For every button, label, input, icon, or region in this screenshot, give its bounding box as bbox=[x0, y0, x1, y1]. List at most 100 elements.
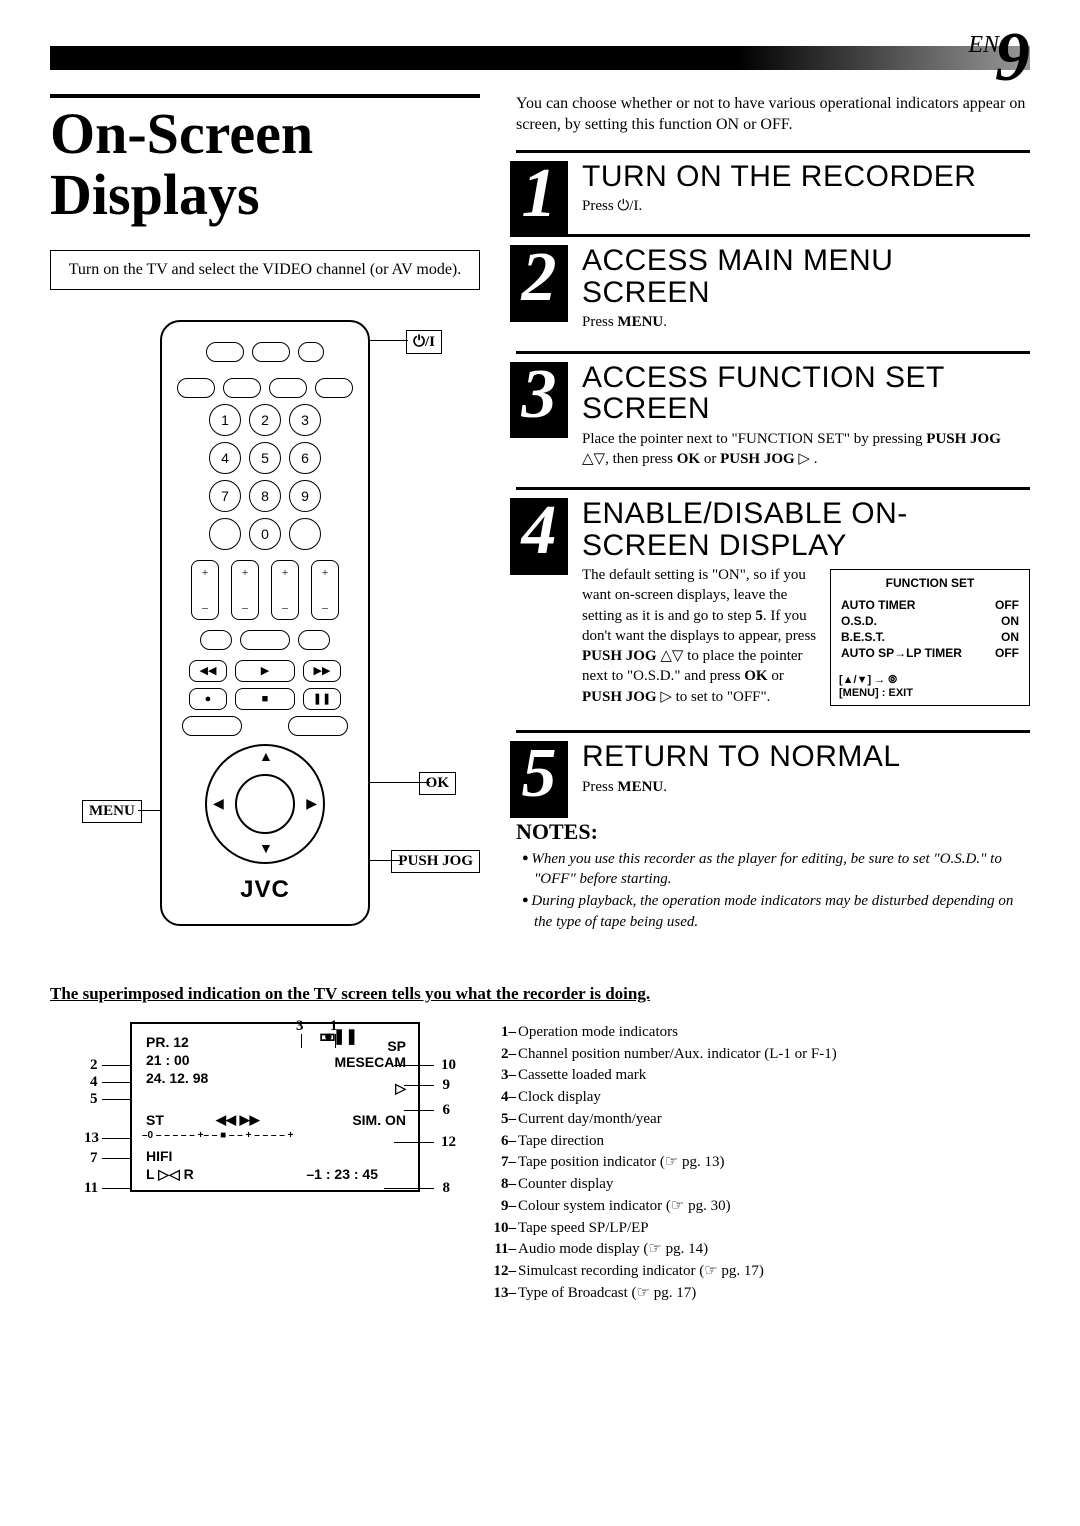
step: 2 ACCESS MAIN MENU SCREEN Press MENU. bbox=[516, 234, 1030, 350]
num-9: 9 bbox=[289, 480, 321, 512]
step-number: 5 bbox=[510, 741, 568, 818]
page-num: 9 bbox=[995, 19, 1030, 96]
lead-line bbox=[102, 1099, 130, 1100]
push-jog-center bbox=[235, 774, 295, 834]
indicator-row: 11– Audio mode display (☞ pg. 14) bbox=[490, 1239, 1030, 1261]
remote-button bbox=[269, 378, 307, 398]
remote-button bbox=[223, 378, 261, 398]
rec-button: ● bbox=[189, 688, 227, 710]
indicator-num: 11– bbox=[490, 1239, 518, 1261]
osd-sim: SIM. ON bbox=[352, 1112, 406, 1128]
diagram-label: 9 bbox=[443, 1077, 451, 1094]
callout-menu: MENU bbox=[82, 800, 142, 823]
step-number: 4 bbox=[510, 498, 568, 575]
num-8: 8 bbox=[249, 480, 281, 512]
indicator-text: Colour system indicator (☞ pg. 30) bbox=[518, 1196, 731, 1218]
remote-power-button bbox=[298, 342, 324, 362]
step-number: 1 bbox=[510, 161, 568, 238]
remote-button bbox=[315, 378, 353, 398]
notes-heading: NOTES: bbox=[516, 819, 1030, 845]
callout-line bbox=[370, 782, 430, 784]
indicator-row: 9– Colour system indicator (☞ pg. 30) bbox=[490, 1196, 1030, 1218]
stop-button: ■ bbox=[235, 688, 295, 710]
remote-diagram: ⏻/I OK MENU PUSH JOG bbox=[100, 320, 430, 926]
pause-button: ❚❚ bbox=[303, 688, 341, 710]
indicator-row: 4– Clock display bbox=[490, 1087, 1030, 1109]
indicator-text: Operation mode indicators bbox=[518, 1022, 678, 1044]
diagram-label: 10 bbox=[441, 1057, 456, 1074]
diagram-label: 7 bbox=[90, 1150, 98, 1167]
indicator-num: 3– bbox=[490, 1065, 518, 1087]
indicator-num: 9– bbox=[490, 1196, 518, 1218]
indicator-text: Current day/month/year bbox=[518, 1109, 662, 1131]
indicator-row: 13– Type of Broadcast (☞ pg. 17) bbox=[490, 1283, 1030, 1305]
indicator-text: Channel position number/Aux. indicator (… bbox=[518, 1044, 837, 1066]
remote-button bbox=[209, 518, 241, 550]
osd-mesecam: MESECAM bbox=[334, 1054, 406, 1070]
num-5: 5 bbox=[249, 442, 281, 474]
step: 5 RETURN TO NORMAL Press MENU. bbox=[516, 730, 1030, 815]
indicator-row: 12– Simulcast recording indicator (☞ pg.… bbox=[490, 1261, 1030, 1283]
callout-power: ⏻/I bbox=[406, 330, 442, 354]
lead-line bbox=[102, 1138, 130, 1139]
indicator-num: 7– bbox=[490, 1152, 518, 1174]
indicator-num: 12– bbox=[490, 1261, 518, 1283]
function-set-footer: [▲/▼] → ⦾[MENU] : EXIT bbox=[839, 674, 1021, 699]
indicator-num: 4– bbox=[490, 1087, 518, 1109]
diagram-label: 12 bbox=[441, 1134, 456, 1151]
instruction-box: Turn on the TV and select the VIDEO chan… bbox=[50, 250, 480, 290]
osd-date: 24. 12. 98 bbox=[146, 1070, 208, 1086]
num-4: 4 bbox=[209, 442, 241, 474]
lead-line bbox=[102, 1082, 130, 1083]
remote-button bbox=[240, 630, 290, 650]
remote-button bbox=[289, 518, 321, 550]
remote-rocker: +– bbox=[231, 560, 259, 620]
page-number: EN9 bbox=[968, 18, 1030, 98]
num-6: 6 bbox=[289, 442, 321, 474]
indicator-row: 8– Counter display bbox=[490, 1174, 1030, 1196]
indicator-row: 7– Tape position indicator (☞ pg. 13) bbox=[490, 1152, 1030, 1174]
step-number: 3 bbox=[510, 362, 568, 439]
indicator-text: Cassette loaded mark bbox=[518, 1065, 646, 1087]
osd-sp: SP bbox=[387, 1038, 406, 1054]
osd-tapebar: –0 – – – – – +– – ■ – – + – – – – + bbox=[142, 1130, 293, 1141]
osd-counter: –1 : 23 : 45 bbox=[306, 1166, 378, 1182]
step-body: Place the pointer next to "FUNCTION SET"… bbox=[582, 429, 1030, 470]
ok-button bbox=[288, 716, 348, 736]
indicator-num: 1– bbox=[490, 1022, 518, 1044]
intro-text: You can choose whether or not to have va… bbox=[516, 94, 1030, 136]
lead-line bbox=[102, 1065, 130, 1066]
remote-button bbox=[177, 378, 215, 398]
indicator-num: 5– bbox=[490, 1109, 518, 1131]
push-jog-ring: ▲ ▼ ◀ ▶ bbox=[205, 744, 325, 864]
osd-lr: L ▷◁ R bbox=[146, 1166, 194, 1183]
indicator-text: Tape direction bbox=[518, 1131, 604, 1153]
indicator-text: Counter display bbox=[518, 1174, 613, 1196]
remote-button bbox=[252, 342, 290, 362]
step-body: Press MENU. bbox=[582, 777, 1030, 797]
notes-list: When you use this recorder as the player… bbox=[522, 849, 1030, 932]
step: 3 ACCESS FUNCTION SET SCREEN Place the p… bbox=[516, 351, 1030, 488]
diagram-label: 13 bbox=[84, 1130, 99, 1147]
callout-pushjog: PUSH JOG bbox=[391, 850, 480, 873]
note-item: When you use this recorder as the player… bbox=[522, 849, 1030, 890]
diagram-label: 11 bbox=[84, 1180, 98, 1197]
diagram-label: 6 bbox=[443, 1102, 451, 1119]
osd-tapedir: ▷ bbox=[395, 1080, 406, 1097]
osd-mode-icon: ●❚❚ bbox=[324, 1027, 358, 1045]
diagram-label: 8 bbox=[443, 1180, 451, 1197]
osd-tapedir-sym: ◀◀ ▶▶ bbox=[216, 1112, 260, 1128]
step-title: ACCESS MAIN MENU SCREEN bbox=[582, 245, 1030, 308]
indicator-text: Tape speed SP/LP/EP bbox=[518, 1218, 649, 1240]
header-gradient-bar bbox=[50, 46, 1030, 70]
osd-st: ST bbox=[146, 1112, 164, 1128]
indicator-text: Type of Broadcast (☞ pg. 17) bbox=[518, 1283, 696, 1305]
indicator-num: 2– bbox=[490, 1044, 518, 1066]
step-title: RETURN TO NORMAL bbox=[582, 741, 1030, 773]
page-title: On-Screen Displays bbox=[50, 104, 480, 226]
step: 1 TURN ON THE RECORDER Press ⏻/I. bbox=[516, 150, 1030, 235]
bottom-section: The superimposed indication on the TV sc… bbox=[50, 984, 1030, 1305]
indicator-num: 13– bbox=[490, 1283, 518, 1305]
remote-body: 123 456 789 0 +– +– +– +– bbox=[160, 320, 370, 926]
diagram-label: 5 bbox=[90, 1091, 98, 1108]
